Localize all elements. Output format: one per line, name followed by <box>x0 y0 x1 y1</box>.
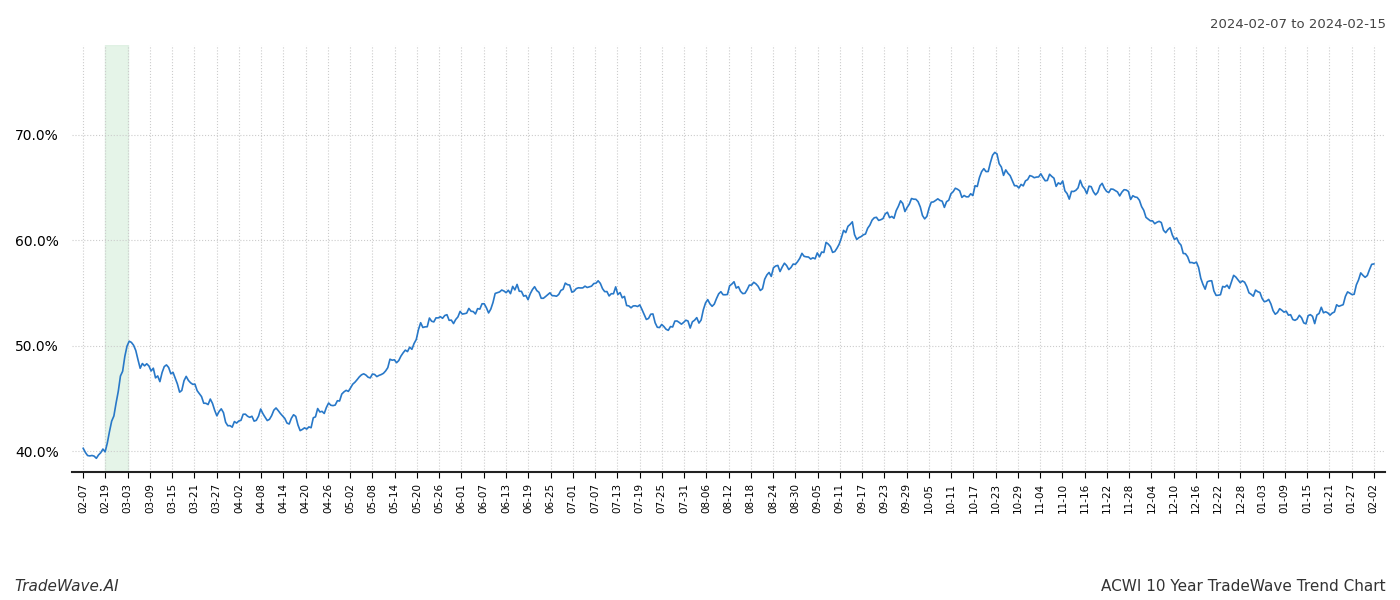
Bar <box>105 45 127 472</box>
Text: TradeWave.AI: TradeWave.AI <box>14 579 119 594</box>
Text: ACWI 10 Year TradeWave Trend Chart: ACWI 10 Year TradeWave Trend Chart <box>1102 579 1386 594</box>
Text: 2024-02-07 to 2024-02-15: 2024-02-07 to 2024-02-15 <box>1210 18 1386 31</box>
